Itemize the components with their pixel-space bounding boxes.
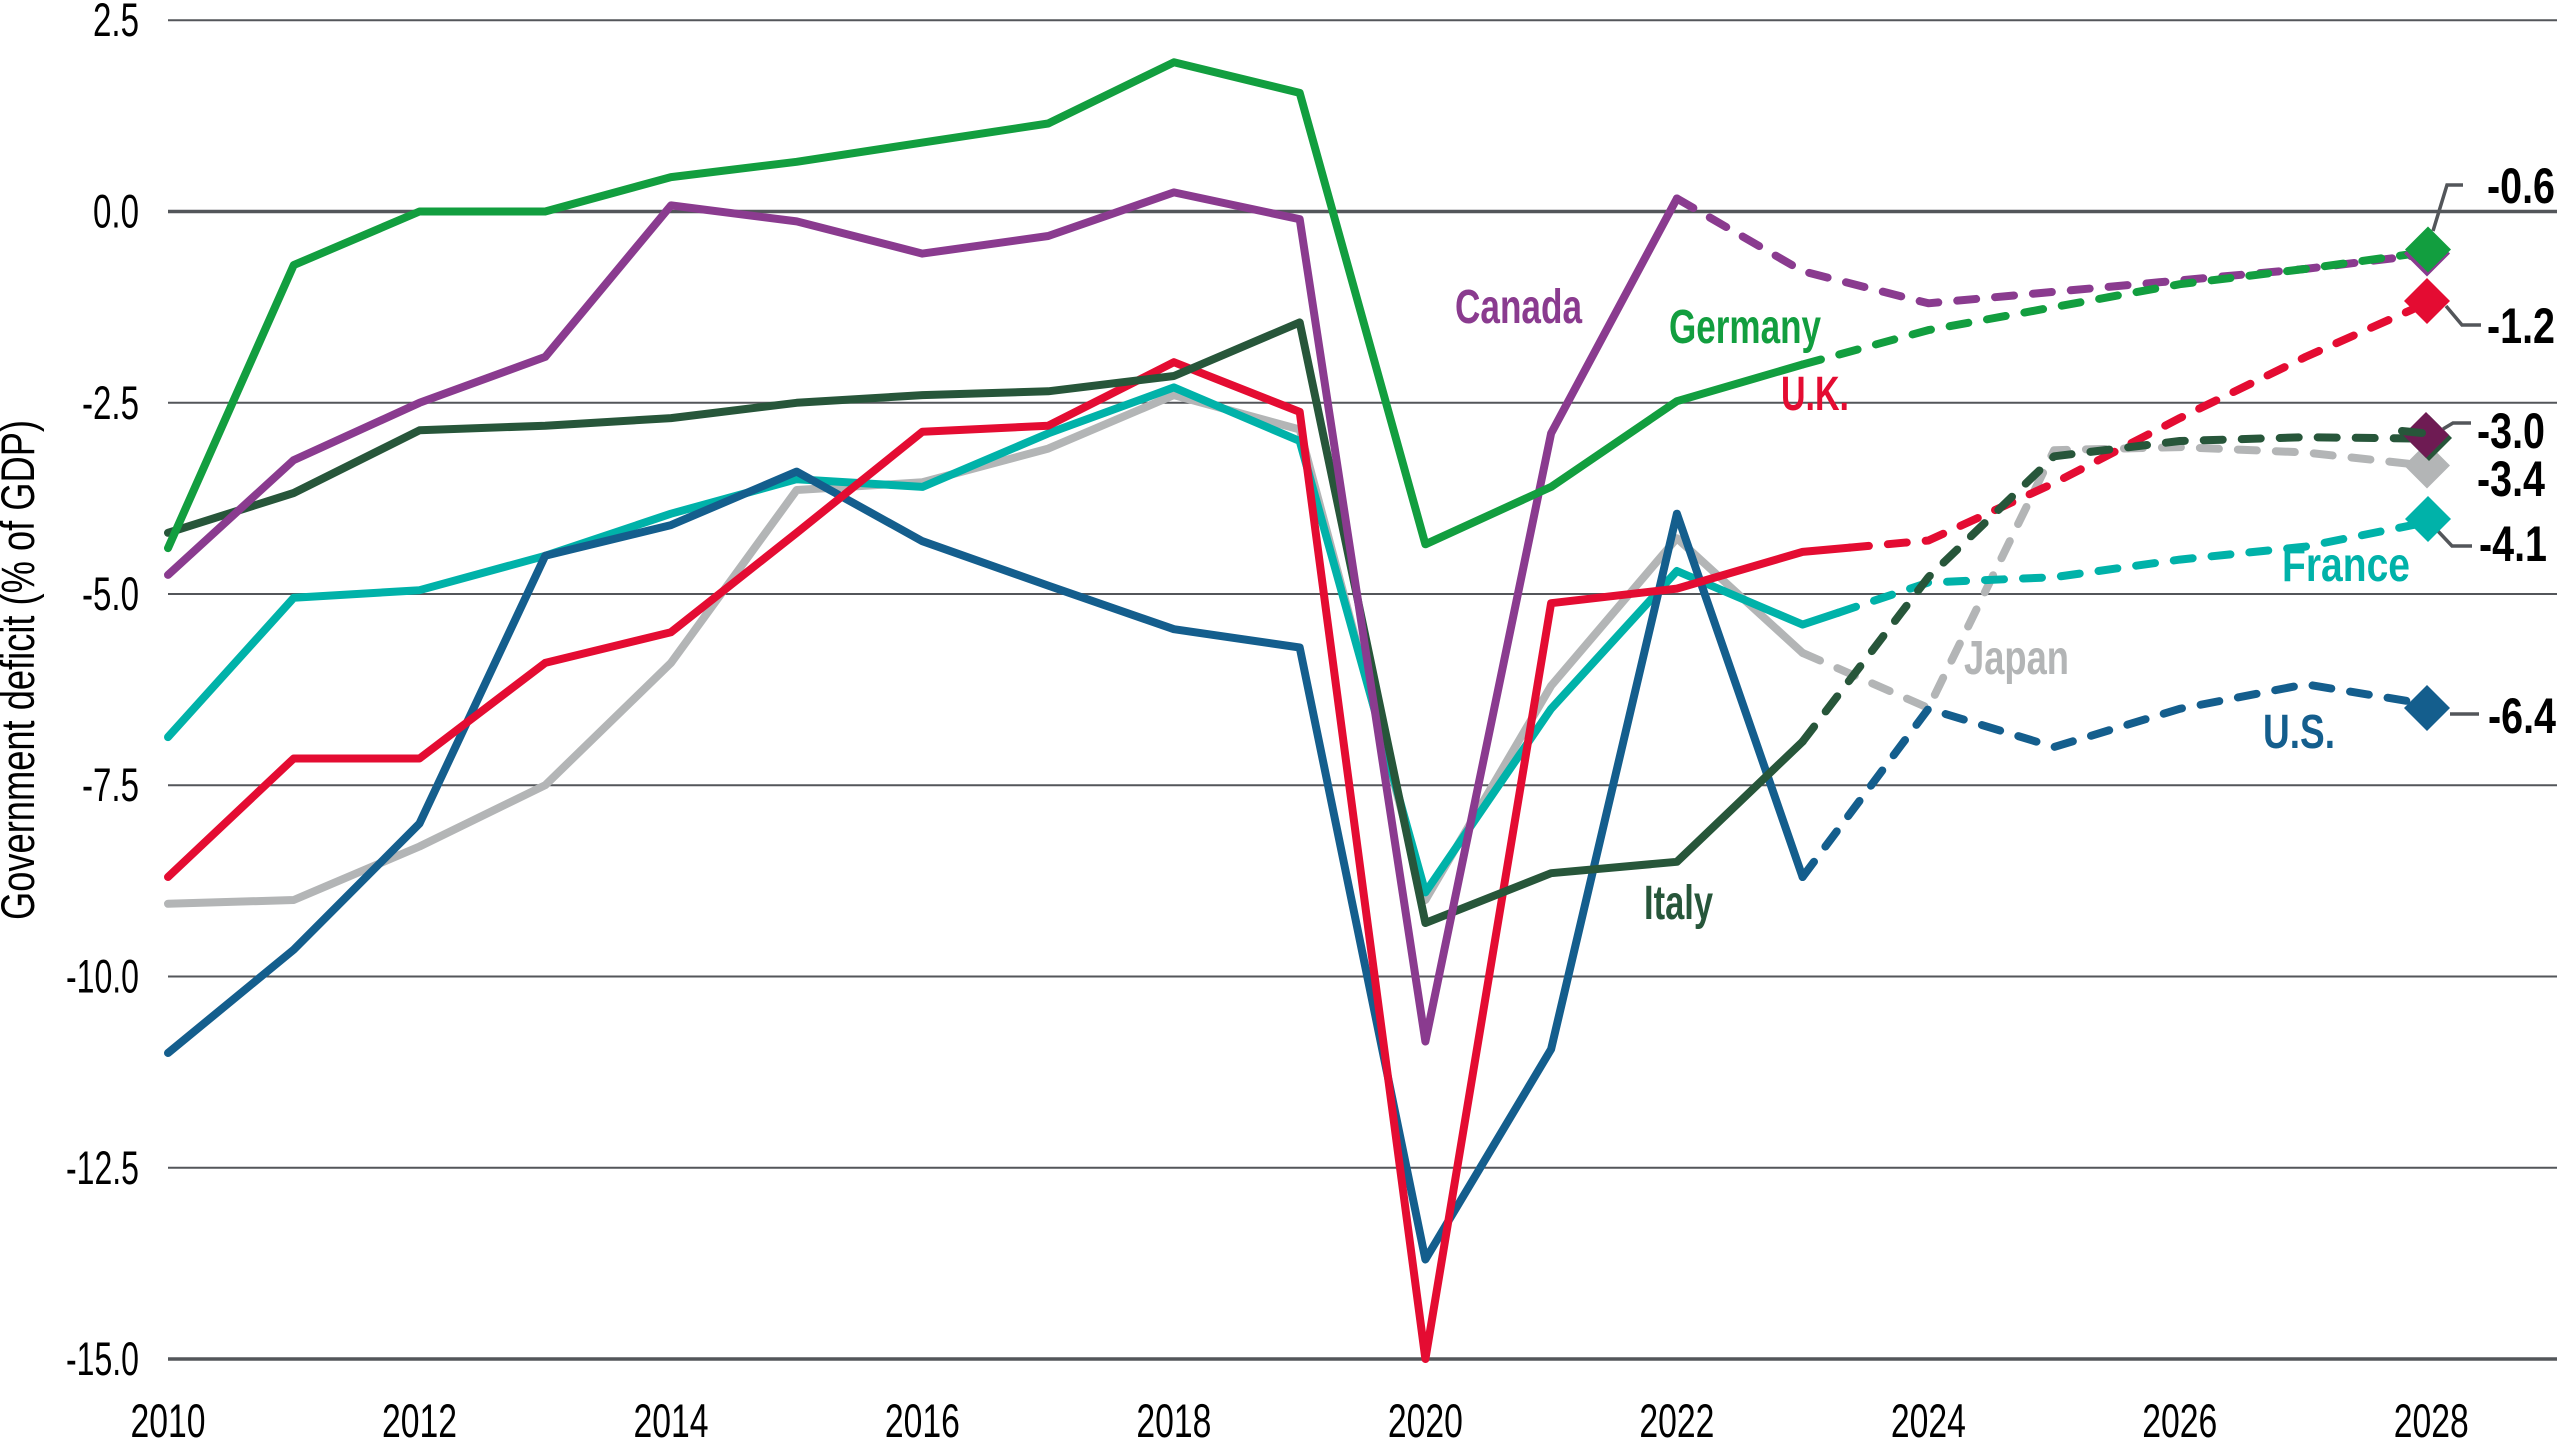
svg-text:-1.2: -1.2 [2487,298,2555,354]
svg-text:Germany: Germany [1669,301,1821,354]
svg-text:2010: 2010 [131,1394,206,1440]
svg-text:2012: 2012 [382,1394,457,1440]
svg-text:Canada: Canada [1455,281,1582,334]
svg-text:France: France [2282,539,2410,592]
svg-text:0.0: 0.0 [93,185,139,238]
svg-text:U.K.: U.K. [1781,368,1849,421]
svg-text:-12.5: -12.5 [66,1141,139,1194]
svg-text:-15.0: -15.0 [66,1332,139,1385]
svg-text:-10.0: -10.0 [66,950,139,1003]
svg-text:-4.1: -4.1 [2479,516,2547,572]
svg-text:2028: 2028 [2394,1394,2469,1440]
svg-text:2020: 2020 [1388,1394,1463,1440]
svg-text:2026: 2026 [2142,1394,2217,1440]
svg-text:-5.0: -5.0 [82,567,139,620]
svg-text:Italy: Italy [1644,877,1713,930]
svg-text:Japan: Japan [1964,632,2069,685]
svg-text:2024: 2024 [1891,1394,1966,1440]
svg-text:U.S.: U.S. [2263,706,2335,759]
svg-text:Government deficit (% of GDP): Government deficit (% of GDP) [0,420,44,920]
svg-text:-3.4: -3.4 [2477,451,2545,507]
svg-text:2016: 2016 [885,1394,960,1440]
svg-text:2.5: 2.5 [93,0,139,46]
svg-text:2022: 2022 [1639,1394,1714,1440]
svg-text:-3.0: -3.0 [2477,403,2545,459]
svg-text:-6.4: -6.4 [2488,688,2556,744]
svg-text:-0.6: -0.6 [2487,158,2555,214]
svg-text:2014: 2014 [634,1394,709,1440]
svg-text:-2.5: -2.5 [82,376,139,429]
svg-text:2018: 2018 [1136,1394,1211,1440]
svg-text:-7.5: -7.5 [82,758,139,811]
